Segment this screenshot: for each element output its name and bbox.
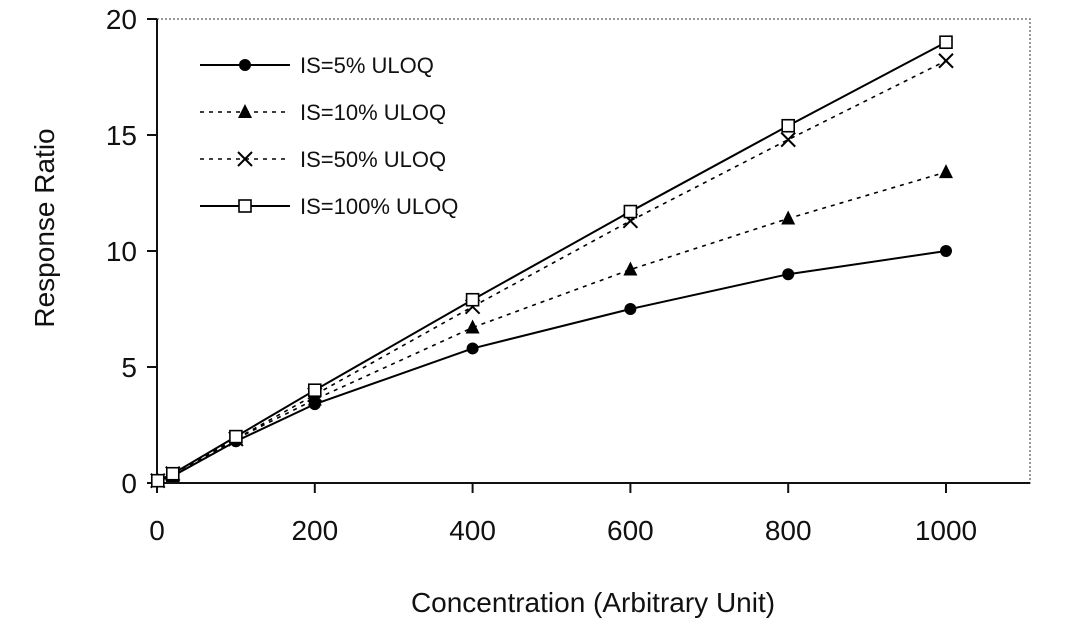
x-tick-label: 600	[607, 515, 654, 546]
x-tick-label: 1000	[915, 515, 977, 546]
data-point	[466, 342, 479, 355]
data-point	[940, 245, 952, 257]
series-line	[157, 171, 947, 482]
data-point	[939, 35, 953, 50]
data-point	[238, 104, 252, 118]
y-tick-label: 0	[121, 468, 137, 499]
legend-item: IS=5% ULOQ	[200, 53, 434, 78]
data-point	[239, 59, 251, 71]
data-point	[150, 473, 165, 488]
data-point	[623, 204, 638, 219]
series-layer	[150, 35, 954, 489]
data-point	[165, 466, 180, 481]
x-tick-label: 400	[449, 515, 496, 546]
x-tick-label: 800	[765, 515, 812, 546]
data-point	[939, 164, 953, 179]
legend-item: IS=50% ULOQ	[200, 147, 446, 172]
data-point	[237, 151, 253, 167]
legend-label: IS=50% ULOQ	[300, 147, 446, 172]
series-line	[157, 60, 947, 482]
y-axis-label: Response Ratio	[29, 128, 60, 327]
y-tick-label: 10	[106, 236, 137, 267]
legend-label: IS=5% ULOQ	[300, 53, 434, 78]
x-tick-label: 0	[149, 515, 165, 546]
series-0	[151, 245, 952, 487]
series-line	[157, 41, 947, 482]
series-2	[150, 53, 954, 489]
x-tick-label: 200	[291, 515, 338, 546]
data-point	[465, 319, 480, 334]
legend: IS=5% ULOQ IS=10% ULOQ IS=50% ULOQ IS=100% …	[200, 53, 458, 219]
data-point	[623, 261, 638, 276]
y-ticks: 0 5 10 15 20	[106, 4, 157, 499]
series-line	[157, 250, 947, 482]
series-1	[150, 164, 953, 487]
data-point	[307, 383, 322, 398]
data-point	[465, 292, 480, 307]
data-point	[938, 53, 954, 69]
data-point	[624, 303, 637, 315]
data-point	[781, 210, 796, 225]
data-point	[782, 268, 795, 281]
y-tick-label: 15	[106, 120, 137, 151]
x-ticks: 0 200 400 600 800 1000	[149, 483, 977, 546]
data-point	[780, 131, 796, 148]
series-3	[150, 35, 953, 488]
legend-label: IS=10% ULOQ	[300, 100, 446, 125]
data-point	[307, 391, 322, 406]
data-point	[781, 118, 796, 133]
x-axis-label: Concentration (Arbitrary Unit)	[411, 587, 775, 618]
legend-label: IS=100% ULOQ	[300, 194, 458, 219]
data-point	[229, 429, 243, 444]
legend-item: IS=100% ULOQ	[200, 194, 458, 219]
y-tick-label: 20	[106, 4, 137, 35]
y-tick-label: 5	[121, 352, 137, 383]
legend-item: IS=10% ULOQ	[200, 100, 446, 125]
data-point	[238, 199, 252, 213]
